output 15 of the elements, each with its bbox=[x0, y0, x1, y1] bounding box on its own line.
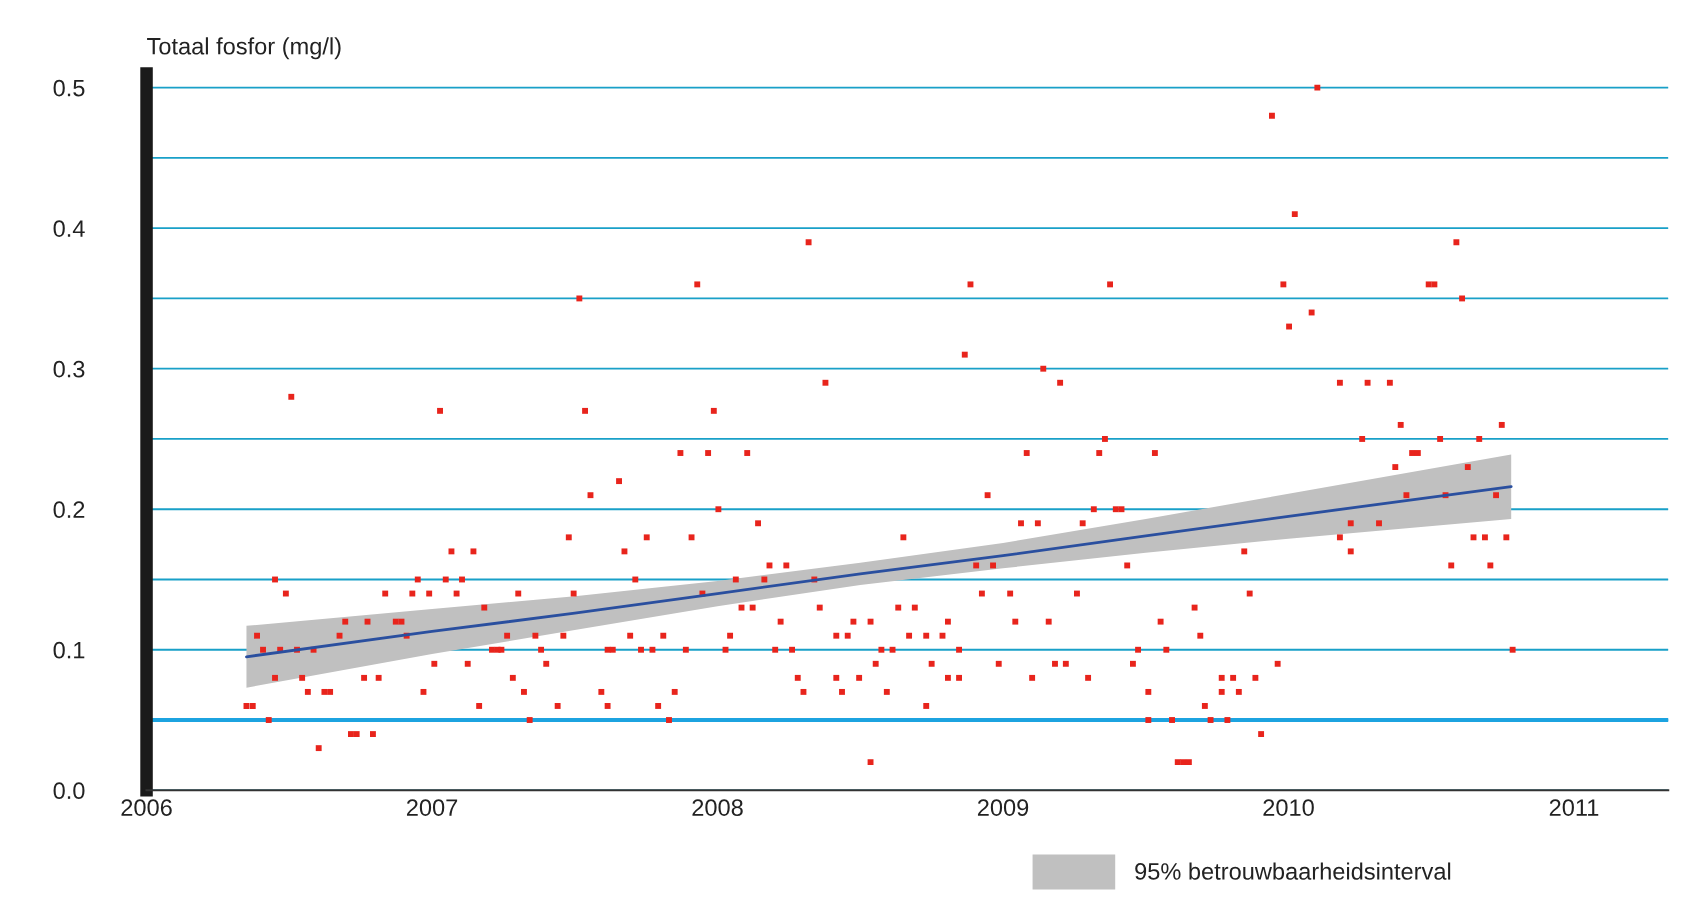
x-tick-label: 2006 bbox=[121, 799, 172, 816]
y-tick-label: 0.5 bbox=[53, 79, 85, 97]
x-tick-label: 2011 bbox=[1549, 799, 1599, 816]
y-tick-label: 0.2 bbox=[53, 501, 85, 519]
x-tick-label: 2009 bbox=[977, 799, 1029, 816]
y-tick-label: 0.0 bbox=[53, 782, 85, 800]
y-tick-label: 0.1 bbox=[53, 641, 85, 659]
text: 95% betrouwbaarheidsinterval bbox=[1135, 862, 1451, 880]
y-tick-label: 0.4 bbox=[53, 220, 85, 237]
x-tick-label: 2010 bbox=[1263, 799, 1314, 816]
y-axis-title: Totaal fosfor (mg/l) bbox=[147, 37, 341, 60]
x-tick-label: 2008 bbox=[692, 799, 743, 816]
y-tick-label: 0.3 bbox=[53, 360, 85, 378]
line-series bbox=[245, 485, 1513, 659]
x-tick-label: 2007 bbox=[406, 799, 458, 816]
